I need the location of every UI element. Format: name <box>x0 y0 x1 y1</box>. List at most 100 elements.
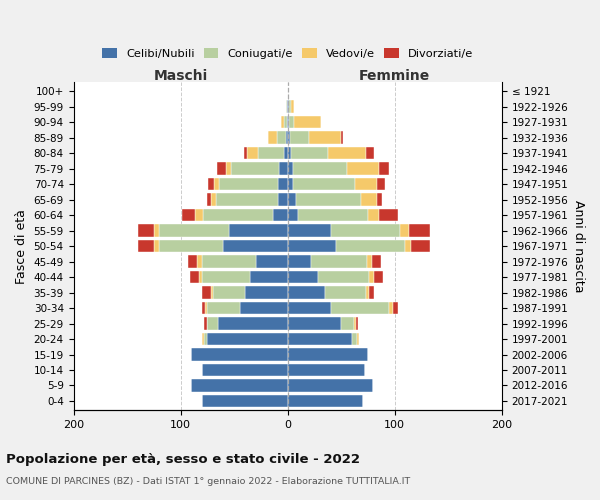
Bar <box>197 255 202 268</box>
Bar <box>258 147 284 160</box>
Bar <box>369 286 374 299</box>
Bar <box>287 317 341 330</box>
Bar <box>202 332 204 345</box>
Bar <box>229 224 287 237</box>
Bar <box>296 193 361 206</box>
Bar <box>182 208 194 222</box>
Bar <box>287 132 290 144</box>
Y-axis label: Anni di nascita: Anni di nascita <box>572 200 585 292</box>
Bar <box>311 255 367 268</box>
Bar <box>367 255 372 268</box>
Bar <box>287 240 336 252</box>
Bar <box>317 270 369 283</box>
Text: Femmine: Femmine <box>359 70 430 84</box>
Bar <box>377 178 385 190</box>
Bar <box>298 208 368 222</box>
Y-axis label: Fasce di età: Fasce di età <box>15 208 28 284</box>
Bar <box>199 270 202 283</box>
Bar <box>279 162 287 175</box>
Bar <box>250 270 287 283</box>
Bar <box>159 224 229 237</box>
Bar <box>287 162 293 175</box>
Bar <box>273 208 287 222</box>
Bar <box>287 193 296 206</box>
Bar <box>159 240 223 252</box>
Bar <box>211 286 213 299</box>
Bar <box>287 348 368 361</box>
Bar <box>287 116 289 128</box>
Bar <box>287 255 311 268</box>
Bar <box>341 132 343 144</box>
Bar <box>217 162 226 175</box>
Bar <box>293 178 355 190</box>
Bar <box>204 317 208 330</box>
Bar <box>347 162 379 175</box>
Bar <box>369 270 374 283</box>
Bar <box>287 147 291 160</box>
Bar <box>208 302 239 314</box>
Bar <box>208 178 214 190</box>
Bar <box>331 302 389 314</box>
Bar <box>328 147 366 160</box>
Bar <box>202 270 250 283</box>
Bar <box>223 240 287 252</box>
Bar <box>226 162 231 175</box>
Bar <box>281 116 284 128</box>
Text: COMUNE DI PARCINES (BZ) - Dati ISTAT 1° gennaio 2022 - Elaborazione TUTTITALIA.I: COMUNE DI PARCINES (BZ) - Dati ISTAT 1° … <box>6 478 410 486</box>
Bar <box>354 317 356 330</box>
Bar <box>216 193 278 206</box>
Bar <box>411 240 430 252</box>
Bar <box>204 332 208 345</box>
Bar <box>374 270 383 283</box>
Bar <box>202 255 256 268</box>
Bar <box>361 193 377 206</box>
Bar <box>366 147 374 160</box>
Bar <box>291 100 294 113</box>
Bar <box>406 240 411 252</box>
Bar <box>291 147 328 160</box>
Bar <box>287 394 362 407</box>
Bar <box>203 208 273 222</box>
Bar <box>247 147 258 160</box>
Bar <box>289 100 291 113</box>
Bar <box>325 286 366 299</box>
Bar <box>138 224 154 237</box>
Bar <box>336 240 406 252</box>
Bar <box>219 178 278 190</box>
Bar <box>293 162 347 175</box>
Bar <box>356 317 358 330</box>
Bar <box>287 302 331 314</box>
Bar <box>287 208 298 222</box>
Bar <box>287 364 365 376</box>
Bar <box>245 286 287 299</box>
Bar <box>286 132 287 144</box>
Bar <box>154 224 159 237</box>
Bar <box>213 286 245 299</box>
Bar <box>138 240 154 252</box>
Bar <box>191 379 287 392</box>
Bar <box>239 302 287 314</box>
Text: Maschi: Maschi <box>154 70 208 84</box>
Bar <box>214 178 219 190</box>
Bar <box>294 116 321 128</box>
Bar <box>202 364 287 376</box>
Bar <box>368 208 379 222</box>
Bar <box>278 193 287 206</box>
Bar <box>287 178 293 190</box>
Text: Popolazione per età, sesso e stato civile - 2022: Popolazione per età, sesso e stato civil… <box>6 452 360 466</box>
Bar <box>208 317 218 330</box>
Bar <box>194 208 203 222</box>
Bar <box>372 255 381 268</box>
Bar <box>211 193 216 206</box>
Bar <box>331 224 400 237</box>
Bar <box>268 132 277 144</box>
Bar <box>278 178 287 190</box>
Bar <box>366 286 369 299</box>
Bar <box>287 224 331 237</box>
Bar <box>287 332 352 345</box>
Bar <box>208 332 287 345</box>
Bar <box>289 116 294 128</box>
Bar <box>355 178 377 190</box>
Bar <box>205 302 208 314</box>
Bar <box>287 286 325 299</box>
